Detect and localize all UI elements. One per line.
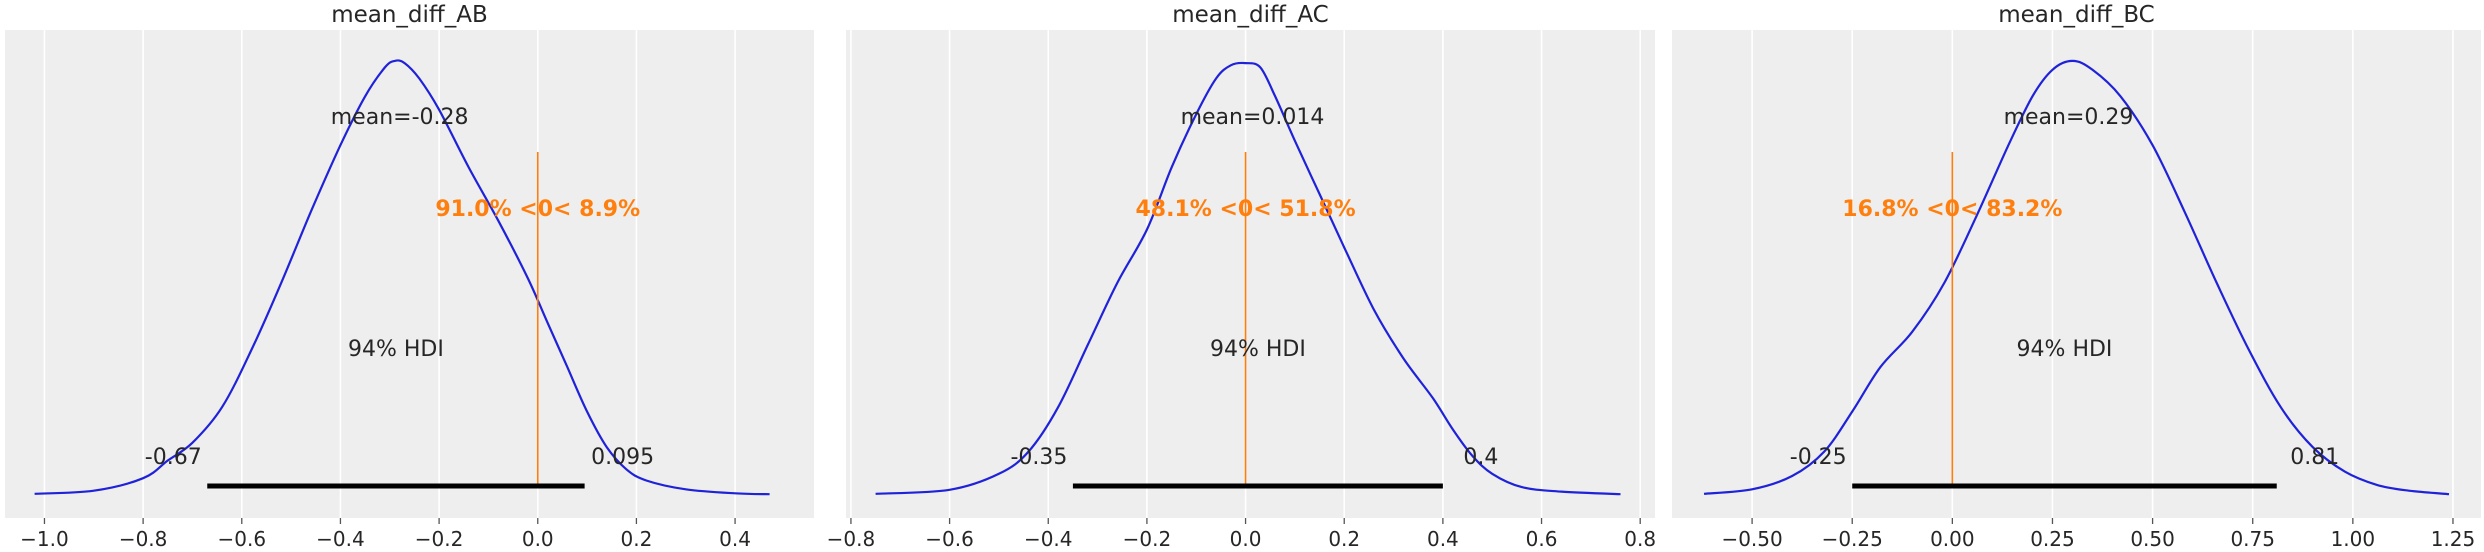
x-tick-label: 0.6: [1526, 527, 1558, 551]
x-tick-label: 0.50: [2130, 527, 2175, 551]
x-tick-label: −0.4: [1024, 527, 1073, 551]
x-tick-label: 0.8: [1624, 527, 1656, 551]
x-tick-label: −0.4: [316, 527, 365, 551]
x-axis: −0.8 −0.6 −0.4 −0.2 0.0 0.2 0.4 0.6 0.8: [827, 518, 1656, 551]
panel-mean-diff-ac: mean_diff_AC mean=0.014 48.1% <0< 51.8% …: [827, 2, 1656, 551]
x-tick-label: 0.2: [1328, 527, 1360, 551]
hdi-high-label: 0.81: [2290, 445, 2339, 470]
x-tick-label: 1.00: [2331, 527, 2376, 551]
x-tick-label: −0.8: [827, 527, 876, 551]
x-tick-label: −0.8: [119, 527, 168, 551]
hdi-low-label: -0.35: [1010, 445, 1067, 470]
reference-label: 91.0% <0< 8.9%: [435, 197, 640, 222]
x-tick-label: −1.0: [20, 527, 69, 551]
gridlines: [850, 30, 1642, 518]
mean-label: mean=0.014: [1181, 105, 1325, 130]
x-tick-label: −0.6: [925, 527, 974, 551]
x-axis: −0.50 −0.25 0.00 0.25 0.50 0.75 1.00 1.25: [1721, 518, 2475, 551]
x-tick-label: 0.0: [522, 527, 554, 551]
hdi-label: 94% HDI: [1210, 337, 1306, 362]
x-tick-label: 0.25: [2030, 527, 2075, 551]
plot-area: [846, 30, 1655, 518]
density-curve: [1703, 59, 2450, 496]
x-tick-label: −0.50: [1721, 527, 1782, 551]
hdi-high-label: 0.4: [1463, 445, 1498, 470]
hdi-high-label: 0.095: [591, 445, 654, 470]
hdi-label: 94% HDI: [348, 337, 444, 362]
x-tick-label: 0.4: [1427, 527, 1459, 551]
hdi-low-label: -0.25: [1790, 445, 1847, 470]
x-tick-label: 0.4: [719, 527, 751, 551]
mean-label: mean=-0.28: [331, 105, 469, 130]
x-tick-label: 0.00: [1930, 527, 1975, 551]
plot-area: [5, 30, 814, 518]
plot-area: [1672, 30, 2481, 518]
density-curve: [875, 61, 1621, 496]
hdi-low-label: -0.67: [145, 445, 202, 470]
panel-title: mean_diff_BC: [1998, 2, 2155, 28]
panel-title: mean_diff_AC: [1172, 2, 1328, 28]
x-tick-label: 0.75: [2230, 527, 2275, 551]
x-tick-label: 1.25: [2431, 527, 2476, 551]
mean-label: mean=0.29: [2004, 105, 2134, 130]
x-tick-label: −0.2: [415, 527, 464, 551]
x-tick-label: −0.6: [217, 527, 266, 551]
hdi-label: 94% HDI: [2017, 337, 2113, 362]
panel-mean-diff-bc: mean_diff_BC mean=0.29 16.8% <0< 83.2% 9…: [1672, 2, 2481, 551]
reference-label: 16.8% <0< 83.2%: [1842, 197, 2062, 222]
reference-label: 48.1% <0< 51.8%: [1135, 197, 1355, 222]
x-tick-label: −0.25: [1822, 527, 1883, 551]
density-curve: [34, 59, 770, 496]
x-tick-label: 0.2: [621, 527, 653, 551]
x-tick-label: 0.0: [1230, 527, 1262, 551]
x-tick-label: −0.2: [1123, 527, 1172, 551]
panel-title: mean_diff_AB: [331, 2, 488, 28]
panel-mean-diff-ab: mean_diff_AB mean=-0.28 91.0% <0< 8.9% 9…: [5, 2, 814, 551]
x-axis: −1.0 −0.8 −0.6 −0.4 −0.2 0.0 0.2 0.4: [20, 518, 751, 551]
